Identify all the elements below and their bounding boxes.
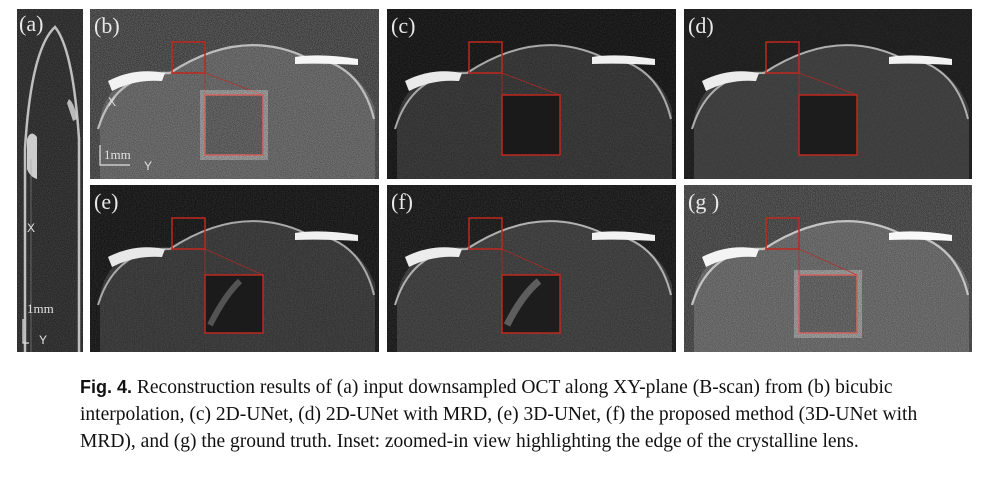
figure-caption: Fig. 4. Reconstruction results of (a) in… [80, 374, 930, 455]
panel-g: (g ) [684, 185, 972, 352]
scale-bar-a [22, 319, 29, 344]
oct-image-g [684, 185, 972, 352]
panel-d: (d) [684, 9, 972, 179]
oct-image-c [387, 9, 676, 179]
caption-tag: Fig. 4. [80, 377, 133, 397]
panel-f: (f) [387, 185, 676, 352]
panel-label-d: (d) [688, 13, 714, 38]
oct-image-d [684, 9, 972, 179]
panel-a: (a) X 1mm Y [17, 9, 83, 352]
panel-e: (e) [90, 185, 379, 352]
panel-c: (c) [387, 9, 676, 179]
panel-b: (b) X 1mm Y [90, 9, 379, 179]
panel-label-g: (g ) [688, 189, 720, 214]
axis-x-label-b: X [108, 95, 117, 109]
oct-image-b [90, 9, 379, 179]
oct-image-e [90, 185, 379, 352]
scale-label-b: 1mm [104, 147, 131, 162]
panel-label-f: (f) [391, 189, 413, 214]
axis-y-label-b: Y [144, 159, 153, 173]
axis-x-label-a: X [27, 221, 36, 235]
oct-image-f [387, 185, 676, 352]
panel-label-e: (e) [94, 189, 119, 214]
caption-text: Reconstruction results of (a) input down… [80, 377, 918, 452]
panel-label-c: (c) [391, 13, 416, 38]
axis-y-label-a: Y [39, 333, 48, 347]
oct-image-a [17, 9, 83, 352]
scale-label-a: 1mm [27, 301, 54, 316]
panel-label-a: (a) [19, 11, 44, 36]
panel-label-b: (b) [94, 13, 120, 38]
figure-4: (a) X 1mm Y (b) X 1mm Y [17, 9, 972, 352]
